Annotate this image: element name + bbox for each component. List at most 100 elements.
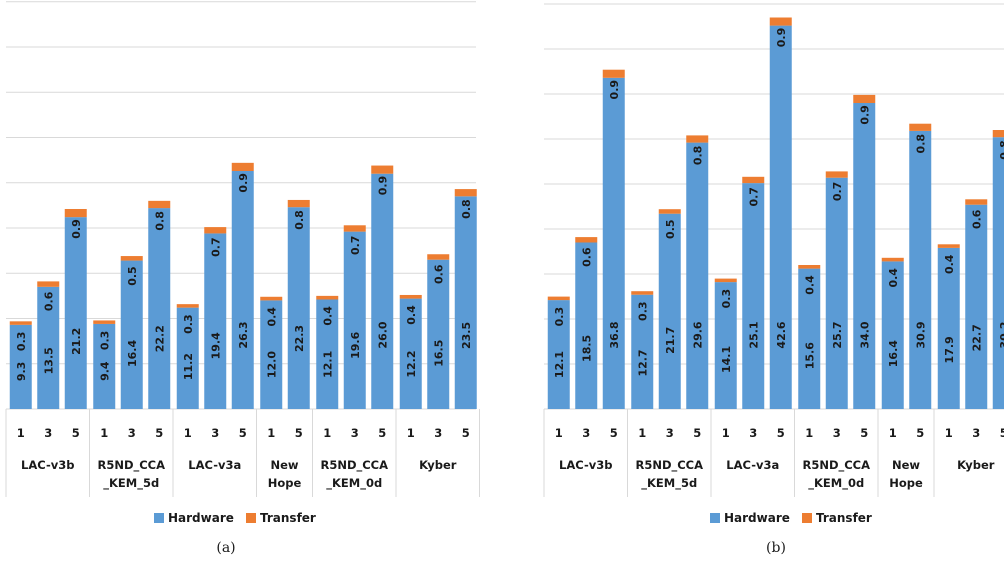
bar-hardware: [120, 260, 143, 409]
data-label-hardware: 9.4: [98, 361, 111, 381]
x-tick-label: 1: [889, 426, 897, 440]
data-label-hardware: 12.0: [265, 351, 278, 378]
data-label-transfer: 0.7: [209, 237, 222, 257]
data-label-transfer: 0.9: [70, 219, 83, 239]
bar-hardware: [93, 323, 116, 409]
bar-transfer: [176, 304, 199, 308]
data-label-transfer: 0.3: [98, 331, 111, 351]
bar-hardware: [742, 183, 765, 409]
data-label-hardware: 22.7: [970, 324, 983, 351]
data-label-hardware: 21.7: [664, 327, 677, 354]
data-label-hardware: 30.2: [998, 321, 1004, 348]
legend-swatch-transfer: [802, 513, 812, 523]
bar-transfer: [93, 320, 116, 324]
bar-hardware: [343, 231, 366, 409]
bar-transfer: [547, 296, 570, 301]
data-label-hardware: 15.6: [803, 342, 816, 369]
bar-hardware: [937, 247, 960, 409]
data-label-hardware: 18.5: [580, 335, 593, 362]
data-label-transfer: 0.5: [126, 266, 139, 286]
data-label-hardware: 11.2: [182, 353, 195, 380]
legend-label-hardware: Hardware: [168, 511, 234, 525]
bar-hardware: [658, 213, 681, 409]
data-label-hardware: 12.7: [636, 349, 649, 376]
group-label: New: [892, 458, 920, 472]
data-label-transfer: 0.4: [265, 307, 278, 327]
group-label: LAC-v3b: [559, 458, 612, 472]
data-label-transfer: 0.9: [376, 176, 389, 196]
bar-transfer: [343, 225, 366, 232]
x-tick-label: 3: [128, 426, 136, 440]
x-tick-label: 1: [323, 426, 331, 440]
data-label-transfer: 0.4: [887, 268, 900, 288]
x-tick-label: 1: [722, 426, 730, 440]
legend: Hardware Transfer: [710, 511, 872, 525]
x-tick-label: 5: [860, 426, 868, 440]
x-tick-label: 1: [555, 426, 563, 440]
data-label-transfer: 0.3: [720, 289, 733, 309]
group-label: _KEM_5d: [641, 476, 697, 491]
bar-hardware: [825, 177, 848, 409]
bar-hardware: [853, 103, 876, 409]
bar-transfer: [742, 176, 765, 184]
data-label-hardware: 25.7: [831, 321, 844, 348]
group-label: _KEM_5d: [103, 476, 159, 491]
bar-transfer: [120, 256, 143, 261]
data-label-hardware: 19.4: [209, 332, 222, 359]
bar-transfer: [575, 237, 598, 243]
bar-hardware: [602, 77, 625, 410]
x-tick-label: 5: [1000, 426, 1004, 440]
data-label-hardware: 13.5: [42, 347, 55, 374]
bar-transfer: [769, 17, 792, 26]
bar-transfer: [454, 189, 477, 197]
bar-hardware: [686, 142, 709, 409]
bar-transfer: [937, 244, 960, 248]
x-tick-label: 3: [211, 426, 219, 440]
bar-hardware: [769, 25, 792, 409]
data-label-transfer: 0.3: [15, 332, 28, 352]
data-label-transfer: 0.8: [153, 211, 166, 231]
bar-transfer: [602, 69, 625, 78]
bar-transfer: [881, 257, 904, 262]
group-label: Kyber: [957, 458, 995, 472]
bar-transfer: [853, 94, 876, 103]
x-tick-label: 5: [693, 426, 701, 440]
data-label-hardware: 29.6: [691, 321, 704, 348]
data-label-transfer: 0.4: [803, 275, 816, 295]
group-label: R5ND_CCA: [802, 458, 870, 473]
data-label-transfer: 0.8: [293, 210, 306, 230]
x-tick-label: 1: [638, 426, 646, 440]
legend-label-hardware: Hardware: [724, 511, 790, 525]
bar-transfer: [427, 254, 450, 260]
data-label-hardware: 16.4: [126, 340, 139, 367]
data-label-transfer: 0.3: [553, 307, 566, 327]
bar-transfer: [64, 208, 87, 218]
bar-hardware: [64, 217, 87, 409]
data-label-hardware: 17.9: [943, 336, 956, 363]
bar-hardware: [427, 259, 450, 409]
data-label-hardware: 25.1: [747, 321, 760, 348]
x-tick-label: 1: [100, 426, 108, 440]
group-label: Hope: [268, 476, 302, 490]
bar-transfer: [965, 199, 988, 205]
data-label-transfer: 0.9: [858, 105, 871, 125]
bar-transfer: [37, 281, 60, 287]
data-label-transfer: 0.8: [691, 146, 704, 166]
figure-caption: (a): [216, 540, 235, 556]
bar-hardware: [631, 294, 654, 409]
legend-label-transfer: Transfer: [260, 511, 316, 525]
x-tick-label: 5: [916, 426, 924, 440]
bar-hardware: [260, 300, 283, 409]
data-label-transfer: 0.6: [580, 247, 593, 267]
data-label-transfer: 0.7: [349, 236, 362, 256]
data-label-transfer: 0.7: [831, 182, 844, 202]
bar-hardware: [399, 298, 422, 409]
bar-transfer: [231, 162, 254, 171]
bar-hardware: [371, 173, 394, 409]
bar-transfer: [9, 321, 32, 325]
data-label-transfer: 0.4: [943, 254, 956, 274]
data-label-hardware: 36.8: [608, 321, 621, 348]
data-label-hardware: 26.0: [376, 321, 389, 348]
bar-hardware: [992, 137, 1004, 409]
bar-hardware: [909, 130, 932, 409]
